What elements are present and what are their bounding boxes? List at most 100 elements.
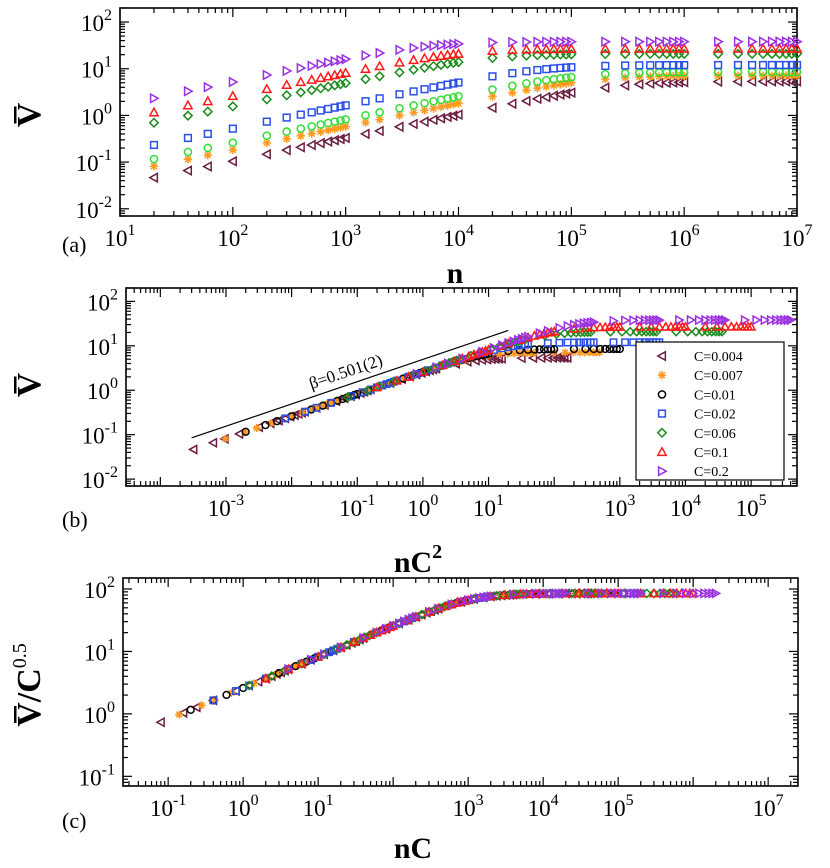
point-C=0.007 — [504, 590, 513, 599]
point-C=0.2 — [635, 314, 646, 326]
legend-label: C=0.2 — [694, 465, 729, 480]
legend-marker-C=0.02 — [657, 409, 667, 418]
point-C=0.06 — [315, 83, 326, 94]
point-C=0.1 — [442, 49, 454, 60]
point-C=0.2 — [359, 632, 369, 644]
point-C=0.004 — [562, 352, 572, 364]
point-C=0.004 — [314, 137, 325, 149]
point-C=0.1 — [227, 90, 239, 101]
point-C=0.1 — [261, 83, 273, 94]
point-C=0.2 — [614, 588, 624, 599]
point-C=0.02 — [563, 338, 572, 347]
point-C=0.2 — [760, 314, 771, 326]
panel-a: 101 102 103 104 105 106 107 10-2 10-1 100 101 102 (… — [11, 7, 813, 290]
point-C=0.01 — [375, 108, 384, 117]
point-C=0.06 — [279, 665, 290, 676]
point-C=0.2 — [324, 57, 334, 69]
point-C=0.1 — [374, 60, 386, 71]
point-C=0.02 — [301, 407, 309, 416]
point-C=0.01 — [535, 345, 544, 354]
point-C=0.2 — [569, 319, 580, 331]
point-C=0.1 — [448, 355, 460, 366]
point-C=0.007 — [510, 349, 519, 358]
point-C=0.1 — [427, 51, 439, 62]
point-C=0.004 — [418, 116, 429, 128]
point-C=0.1 — [148, 106, 160, 117]
point-C=0.2 — [316, 58, 327, 70]
point-C=0.02 — [555, 338, 564, 347]
point-C=0.01 — [296, 124, 306, 133]
point-C=0.06 — [408, 64, 419, 75]
point-C=0.06 — [335, 78, 346, 90]
point-C=0.007 — [325, 648, 334, 657]
point-C=0.2 — [504, 337, 514, 349]
point-C=0.007 — [262, 138, 271, 148]
point-C=0.06 — [182, 110, 194, 121]
point-C=0.2 — [545, 588, 555, 599]
point-C=0.01 — [454, 91, 463, 101]
point-C=0.2 — [597, 588, 608, 599]
point-C=0.1 — [699, 321, 711, 331]
point-C=0.2 — [449, 38, 460, 50]
point-C=0.02 — [327, 398, 336, 407]
point-C=0.1 — [673, 42, 685, 53]
point-C=0.1 — [780, 42, 792, 53]
panel-a-xlabel: n — [447, 257, 464, 290]
point-C=0.2 — [567, 36, 578, 48]
point-C=0.007 — [296, 131, 305, 141]
point-C=0.01 — [522, 79, 531, 88]
point-C=0.1 — [619, 42, 631, 53]
point-C=0.2 — [562, 36, 572, 48]
point-C=0.01 — [203, 143, 213, 153]
point-C=0.02 — [449, 79, 458, 88]
point-C=0.2 — [488, 37, 499, 49]
point-C=0.004 — [295, 141, 305, 153]
point-C=0.06 — [342, 392, 353, 403]
point-C=0.2 — [589, 316, 600, 328]
point-C=0.004 — [599, 82, 610, 94]
point-C=0.004 — [493, 353, 503, 365]
panel-b-legend: C=0.004 C=0.007 C=0.01 C=0.02 C=0.06 C=0.1 C=0… — [635, 341, 785, 481]
point-C=0.1 — [680, 321, 691, 331]
point-C=0.2 — [563, 320, 574, 332]
point-C=0.1 — [654, 321, 665, 331]
point-C=0.007 — [183, 155, 193, 164]
point-C=0.01 — [341, 115, 350, 124]
point-C=0.004 — [207, 437, 218, 449]
point-C=0.02 — [669, 61, 678, 70]
point-C=0.06 — [408, 369, 419, 381]
point-C=0.007 — [302, 657, 311, 666]
y-tick-label: 10-2 — [76, 194, 112, 223]
point-C=0.02 — [409, 87, 418, 96]
point-C=0.004 — [148, 172, 159, 184]
point-C=0.2 — [694, 314, 705, 326]
point-C=0.007 — [620, 73, 630, 82]
point-C=0.007 — [250, 679, 259, 688]
x-tick-label: 105 — [603, 792, 634, 821]
point-C=0.007 — [210, 695, 219, 704]
legend-marker-C=0.06 — [656, 427, 668, 439]
panel-b-xlabel: nC2 — [394, 541, 442, 579]
x-tick-label: 10-3 — [208, 492, 244, 521]
point-C=0.02 — [316, 106, 325, 115]
point-C=0.004 — [227, 155, 237, 167]
point-C=0.1 — [645, 321, 657, 331]
point-C=0.1 — [391, 375, 403, 385]
x-tick-label: 103 — [604, 492, 635, 521]
point-C=0.02 — [375, 94, 384, 103]
point-C=0.2 — [533, 36, 544, 48]
point-C=0.01 — [186, 705, 195, 714]
panel-c-ticks — [123, 578, 798, 787]
point-C=0.2 — [640, 314, 651, 326]
y-tick-label: 102 — [81, 7, 112, 36]
point-C=0.01 — [183, 147, 193, 157]
point-C=0.004 — [506, 98, 517, 110]
point-C=0.01 — [508, 81, 517, 91]
y-tick-label: 10-1 — [82, 420, 118, 449]
y-tick-label: 102 — [84, 574, 115, 603]
point-C=0.007 — [561, 348, 570, 357]
point-C=0.2 — [711, 588, 722, 599]
point-C=0.007 — [341, 122, 350, 131]
point-C=0.02 — [655, 61, 664, 70]
point-C=0.01 — [149, 154, 159, 164]
